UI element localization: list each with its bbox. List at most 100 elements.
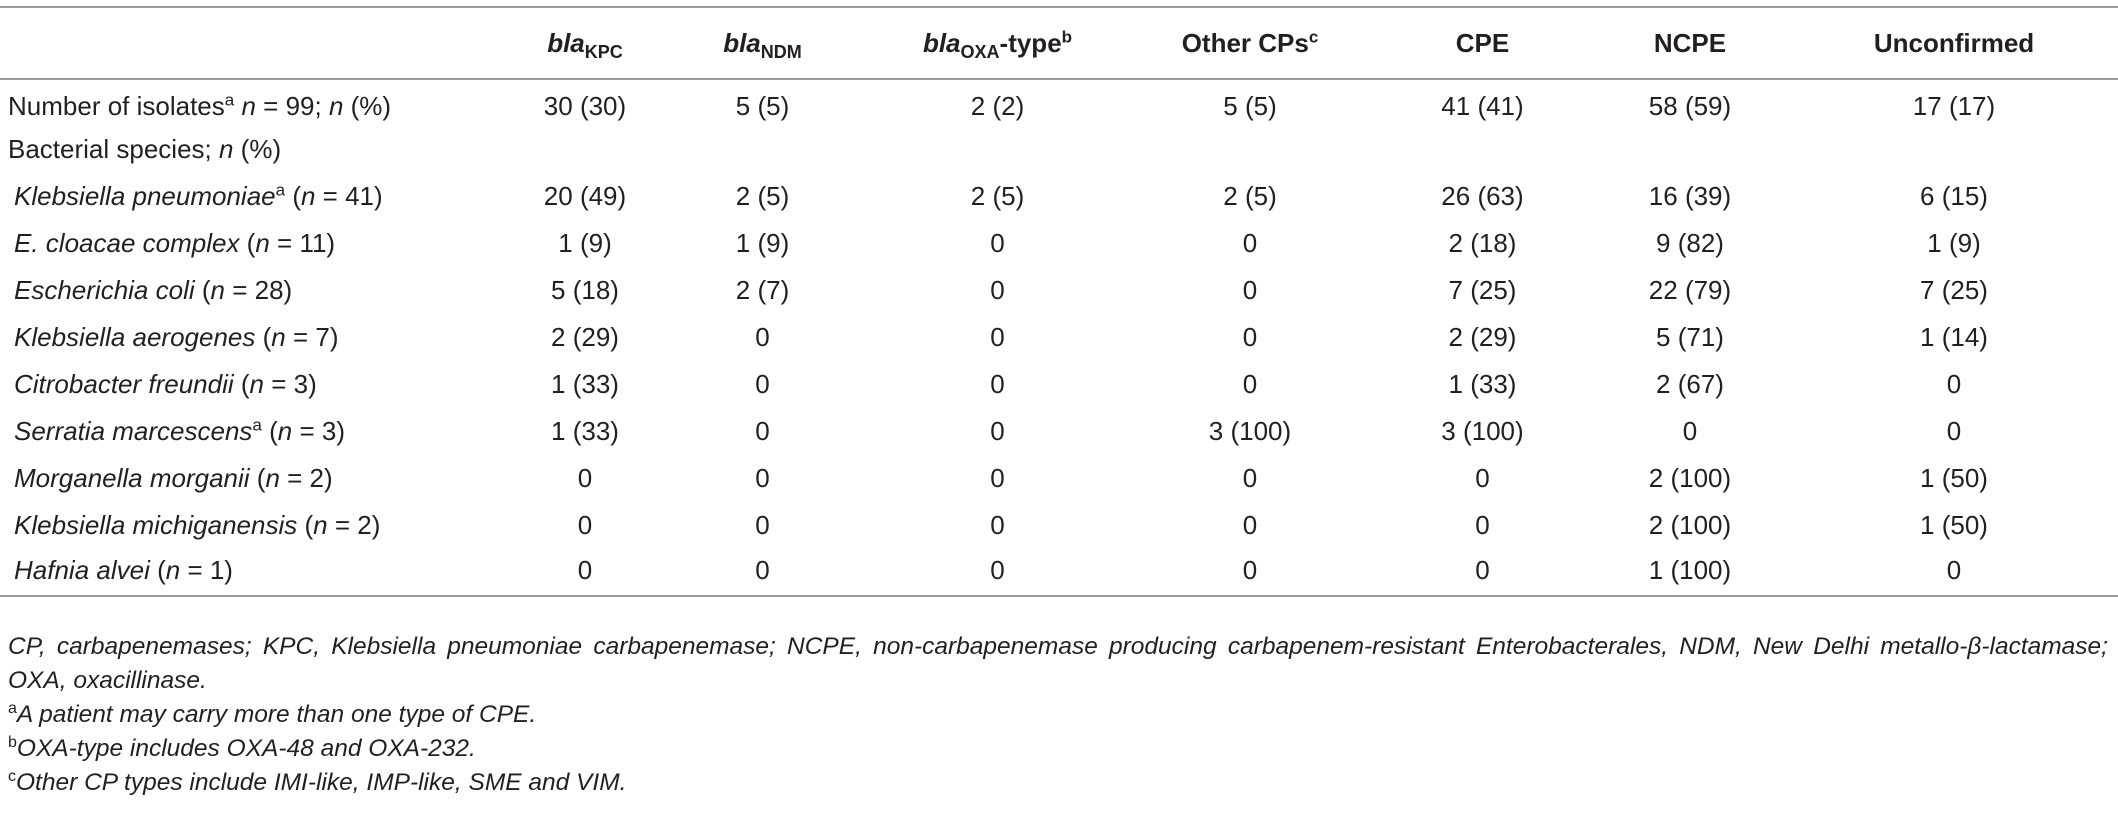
cell: 0 — [755, 463, 770, 493]
header-bla-kpc: blaKPC — [515, 6, 655, 80]
cell: 0 — [1242, 228, 1258, 258]
cell: 0 — [1682, 416, 1698, 446]
table-row-species: Escherichia coli (n = 28) 5 (18) 2 (7) 0 0 7 … — [0, 267, 2118, 314]
cell: 0 — [990, 463, 1005, 493]
cell: 0 — [755, 322, 770, 352]
cell: 5 (5) — [1223, 90, 1277, 121]
cell: 1 (33) — [551, 369, 619, 399]
species-label: Escherichia coli (n = 28) — [14, 275, 293, 305]
cell: 5 (5) — [735, 90, 790, 121]
cell: 2 (2) — [970, 90, 1025, 121]
cell: 16 (39) — [1648, 181, 1732, 211]
cell: 58 (59) — [1648, 90, 1732, 121]
header-empty — [0, 6, 515, 80]
header-cpe: CPE — [1375, 6, 1590, 80]
species-label: Klebsiella michiganensis (n = 2) — [14, 510, 381, 540]
cell: 0 — [1242, 463, 1258, 493]
cell: 0 — [1946, 369, 1962, 399]
cell: 0 — [990, 416, 1005, 446]
cell: 3 (100) — [1441, 416, 1524, 446]
footnote-b: bOXA-type includes OXA-48 and OXA-232. — [8, 733, 476, 762]
cell: 7 (25) — [1448, 275, 1517, 305]
row-label: Bacterial species; n (%) — [8, 134, 282, 164]
table-row-species: Serratia marcescensa (n = 3) 1 (33) 0 0 3 (1… — [0, 408, 2118, 455]
cell: 30 (30) — [543, 90, 627, 121]
header-bla-oxa: blaOXA-typeb — [870, 6, 1125, 80]
cell: 2 (5) — [1223, 181, 1277, 211]
table-row-species: Morganella morganii (n = 2) 0 0 0 0 0 2 (100) 1… — [0, 455, 2118, 502]
header-bla-ndm: blaNDM — [655, 6, 870, 80]
cell: 1 (9) — [1927, 228, 1981, 258]
species-label: E. cloacae complex (n = 11) — [14, 228, 336, 258]
species-label: Hafnia alvei (n = 1) — [0, 549, 515, 597]
results-table: blaKPC blaNDM blaOXA-typeb Other CPsc CP… — [0, 6, 2118, 597]
cell: 1 (33) — [551, 416, 619, 446]
row-label: Number of isolatesa n = 99; n (%) — [8, 89, 392, 121]
cell: 1 (50) — [1920, 510, 1988, 540]
cell: 0 — [1790, 549, 2118, 597]
cell: 0 — [1242, 275, 1258, 305]
cell: 0 — [1242, 369, 1258, 399]
cell: 1 (9) — [558, 228, 612, 258]
species-label: Serratia marcescensa (n = 3) — [14, 415, 345, 446]
table-row-species-header: Bacterial species; n (%) — [0, 126, 2118, 173]
table-row-species: Klebsiella aerogenes (n = 7) 2 (29) 0 0 0 2 (… — [0, 314, 2118, 361]
cell: 5 (71) — [1656, 322, 1724, 352]
header-ncpe: NCPE — [1590, 6, 1790, 80]
cell: 0 — [1475, 510, 1490, 540]
table-header-row: blaKPC blaNDM blaOXA-typeb Other CPsc CP… — [0, 6, 2118, 80]
cell: 0 — [1242, 322, 1258, 352]
cell: 0 — [1375, 549, 1590, 597]
cell: 2 (7) — [735, 275, 790, 305]
cell: 9 (82) — [1656, 228, 1724, 258]
footnote-a: aA patient may carry more than one type … — [8, 699, 537, 728]
cell: 17 (17) — [1912, 90, 1996, 121]
footnote-c: cOther CP types include IMI-like, IMP-li… — [8, 767, 627, 796]
cell: 0 — [990, 228, 1005, 258]
cell: 0 — [990, 369, 1005, 399]
cell: 2 (100) — [1648, 510, 1732, 540]
cell: 1 (14) — [1920, 322, 1988, 352]
cell: 0 — [990, 510, 1005, 540]
cell: 3 (100) — [1208, 416, 1292, 446]
header-unconfirmed: Unconfirmed — [1790, 6, 2118, 80]
cell: 0 — [577, 463, 593, 493]
cell: 20 (49) — [543, 181, 627, 211]
cell: 0 — [515, 549, 655, 597]
cell: 22 (79) — [1648, 275, 1732, 305]
table-row-isolates: Number of isolatesa n = 99; n (%) 30 (30… — [0, 79, 2118, 126]
cell: 0 — [755, 416, 770, 446]
species-label: Klebsiella aerogenes (n = 7) — [14, 322, 339, 352]
header-other-cps: Other CPsc — [1125, 6, 1375, 80]
cell: 7 (25) — [1920, 275, 1988, 305]
footnote-abbreviations: CP, carbapenemases; KPC, Klebsiella pneu… — [8, 633, 2108, 694]
cell: 0 — [870, 549, 1125, 597]
cell: 2 (67) — [1656, 369, 1724, 399]
cell: 1 (9) — [735, 228, 790, 258]
cell: 2 (29) — [1448, 322, 1517, 352]
cell: 2 (29) — [551, 322, 619, 352]
cell: 0 — [990, 322, 1005, 352]
cell: 0 — [1125, 549, 1375, 597]
cell: 2 (5) — [970, 181, 1025, 211]
cell: 0 — [755, 369, 770, 399]
table-row-species: Hafnia alvei (n = 1) 0 0 0 0 0 1 (100) 0 — [0, 549, 2118, 597]
cell: 0 — [655, 549, 870, 597]
table-row-species: Klebsiella pneumoniaea (n = 41) 20 (49) 2 … — [0, 173, 2118, 220]
cell: 0 — [990, 275, 1005, 305]
cell: 26 (63) — [1441, 181, 1524, 211]
cell: 2 (18) — [1448, 228, 1517, 258]
cell: 5 (18) — [551, 275, 619, 305]
cell: 1 (50) — [1920, 463, 1988, 493]
cell: 0 — [1475, 463, 1490, 493]
cell: 1 (33) — [1448, 369, 1517, 399]
cell: 0 — [755, 510, 770, 540]
cell: 0 — [1946, 416, 1962, 446]
cell: 2 (100) — [1648, 463, 1732, 493]
cell: 0 — [1242, 510, 1258, 540]
table-row-species: Citrobacter freundii (n = 3) 1 (33) 0 0 0 1 (… — [0, 361, 2118, 408]
species-label: Morganella morganii (n = 2) — [14, 463, 333, 493]
cell: 41 (41) — [1441, 90, 1524, 121]
table-row-species: Klebsiella michiganensis (n = 2) 0 0 0 0 0 2 (… — [0, 502, 2118, 549]
